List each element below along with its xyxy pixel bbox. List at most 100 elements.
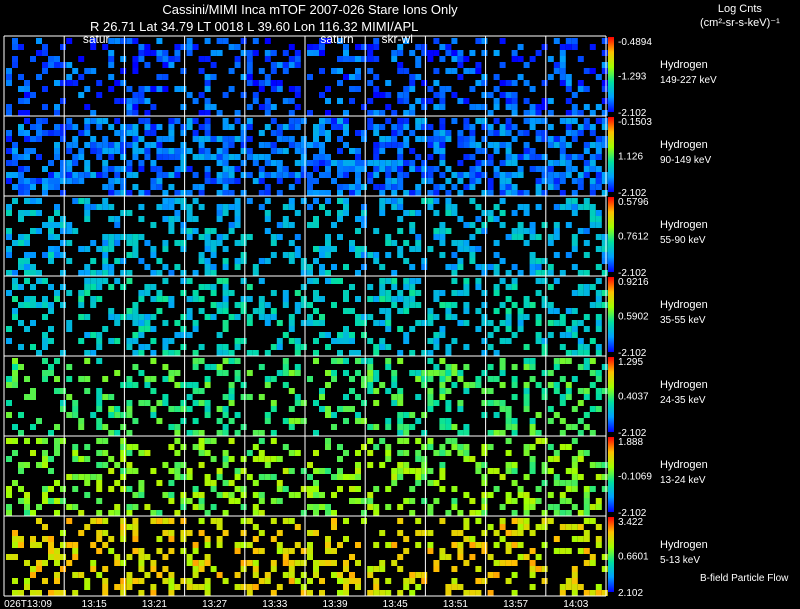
- heatmap-cell: [391, 56, 398, 62]
- heatmap-cell: [294, 364, 301, 370]
- heatmap-cell: [529, 530, 536, 536]
- heatmap-cell: [571, 438, 578, 444]
- heatmap-cell: [210, 270, 217, 276]
- heatmap-cell: [403, 302, 410, 308]
- heatmap-cell: [180, 332, 187, 338]
- heatmap-cell: [126, 38, 133, 44]
- heatmap-cell: [204, 118, 211, 124]
- heatmap-cell: [294, 400, 301, 406]
- heatmap-cell: [192, 136, 199, 142]
- heatmap-cell: [60, 240, 66, 246]
- heatmap-cell: [565, 510, 572, 516]
- heatmap-cell: [54, 480, 60, 486]
- heatmap-cell: [216, 190, 223, 196]
- heatmap-cell: [589, 216, 596, 222]
- time-axis: 026T13:09 13:15 13:21 13:27 13:33 13:39 13:45 1…: [4, 599, 589, 609]
- heatmap-cell: [469, 456, 476, 462]
- heatmap-cell: [511, 430, 518, 436]
- heatmap-cell: [294, 86, 301, 92]
- heatmap-cell: [216, 204, 223, 210]
- heatmap-cell: [595, 376, 602, 382]
- heatmap-cell: [168, 130, 175, 136]
- heatmap-cell: [427, 406, 434, 412]
- heatmap-cell: [48, 370, 54, 376]
- heatmap-cell: [198, 56, 205, 62]
- colorbar-max-label: 0.9216: [618, 277, 649, 288]
- heatmap-cell: [499, 190, 506, 196]
- heatmap-cell: [325, 412, 331, 418]
- heatmap-cell: [192, 388, 199, 394]
- heatmap-cell: [252, 536, 259, 542]
- heatmap-cell: [379, 338, 386, 344]
- heatmap-cell: [595, 524, 602, 530]
- heatmap-cell: [6, 400, 12, 406]
- heatmap-cell: [276, 148, 283, 154]
- heatmap-cell: [337, 578, 343, 584]
- heatmap-cell: [174, 44, 181, 50]
- row-label-species: Hydrogen: [660, 379, 708, 391]
- heatmap-cell: [30, 56, 36, 62]
- heatmap-cell: [276, 548, 283, 554]
- heatmap-cell: [150, 584, 157, 590]
- heatmap-cell: [180, 166, 187, 172]
- heatmap-cell: [457, 584, 464, 590]
- heatmap-cell: [264, 418, 271, 424]
- heatmap-cell: [319, 590, 325, 596]
- heatmap-cell: [48, 246, 54, 252]
- heatmap-cell: [42, 332, 48, 338]
- heatmap-cell: [30, 264, 36, 270]
- heatmap-cell: [451, 542, 458, 548]
- heatmap-cell: [463, 184, 470, 190]
- heatmap-cell: [240, 504, 247, 510]
- column-overlays: satur saturn skr-wl: [83, 32, 413, 46]
- heatmap-cell: [120, 148, 127, 154]
- heatmap-cell: [547, 382, 554, 388]
- heatmap-cell: [12, 554, 18, 560]
- heatmap-cell: [421, 572, 428, 578]
- heatmap-cell: [505, 560, 512, 566]
- heatmap-cell: [276, 584, 283, 590]
- heatmap-cell: [499, 430, 506, 436]
- heatmap-cell: [126, 504, 133, 510]
- heatmap-cell: [385, 450, 392, 456]
- heatmap-cell: [270, 172, 277, 178]
- heatmap-cell: [559, 344, 566, 350]
- heatmap-cell: [156, 400, 163, 406]
- heatmap-cell: [48, 308, 54, 314]
- heatmap-cell: [421, 160, 428, 166]
- heatmap-cell: [367, 80, 374, 86]
- heatmap-cell: [373, 424, 380, 430]
- heatmap-cell: [246, 172, 253, 178]
- heatmap-cell: [186, 148, 193, 154]
- heatmap-cell: [325, 38, 331, 44]
- heatmap-cell: [337, 278, 343, 284]
- heatmap-cell: [361, 264, 367, 270]
- heatmap-cell: [547, 234, 554, 240]
- heatmap-cell: [565, 252, 572, 258]
- heatmap-cell: [24, 86, 30, 92]
- heatmap-cell: [481, 104, 488, 110]
- heatmap-cell: [174, 350, 181, 356]
- heatmap-cell: [300, 510, 307, 516]
- heatmap-cell: [12, 438, 18, 444]
- heatmap-cell: [337, 136, 343, 142]
- colorbar-min-label: -2.102: [618, 348, 647, 359]
- heatmap-cell: [270, 104, 277, 110]
- heatmap-cell: [517, 190, 524, 196]
- heatmap-cell: [427, 504, 434, 510]
- heatmap-cell: [547, 160, 554, 166]
- heatmap-cell: [343, 172, 349, 178]
- heatmap-cell: [150, 560, 157, 566]
- heatmap-cell: [270, 234, 277, 240]
- heatmap-cell: [270, 400, 277, 406]
- heatmap-cell: [156, 86, 163, 92]
- heatmap-cell: [222, 578, 229, 584]
- heatmap-cell: [439, 388, 446, 394]
- heatmap-cell: [439, 184, 446, 190]
- heatmap-cell: [294, 290, 301, 296]
- heatmap-cell: [174, 370, 181, 376]
- heatmap-cell: [511, 498, 518, 504]
- heatmap-cell: [90, 38, 97, 44]
- heatmap-cell: [601, 68, 608, 74]
- heatmap-cell: [325, 210, 331, 216]
